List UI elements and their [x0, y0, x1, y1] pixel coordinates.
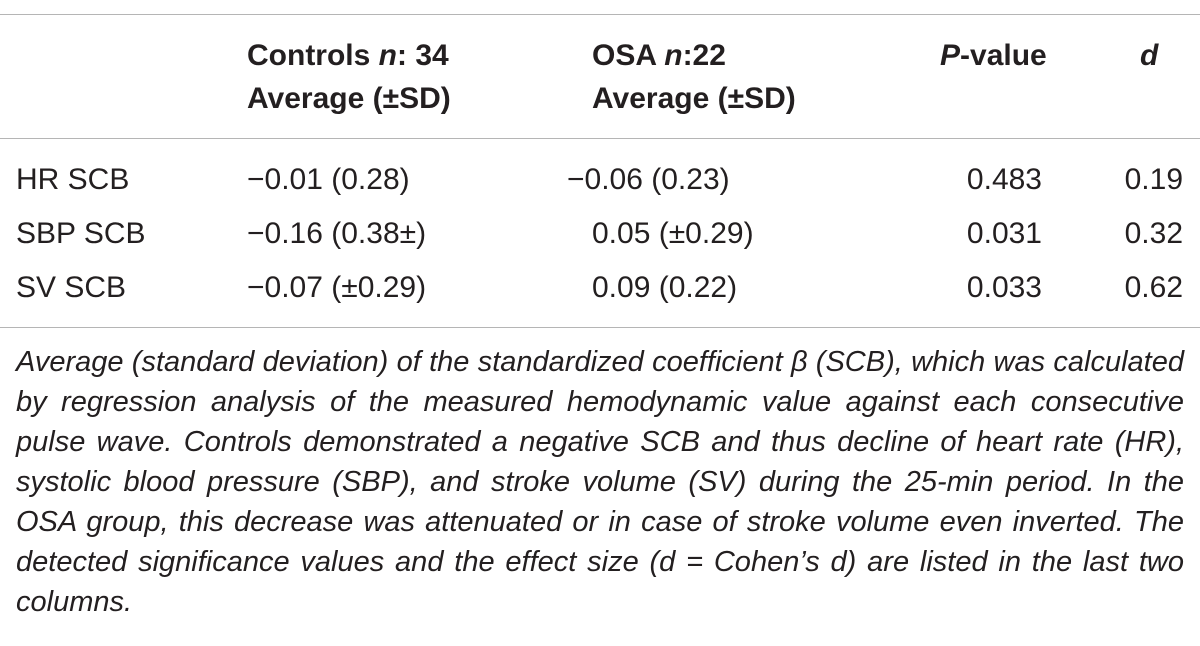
row-p-value: 0.483: [966, 163, 1042, 196]
table-bottom-rule: [0, 327, 1200, 328]
row-controls-value: −0.16 (0.38±): [247, 217, 427, 250]
header-controls-line1: Controls n: 34: [247, 39, 449, 72]
table-top-rule: [0, 14, 1200, 15]
header-osa-line2: Average (±SD): [592, 82, 796, 115]
row-label: SV SCB: [16, 271, 127, 304]
header-d: d: [1140, 39, 1159, 72]
row-p-value: 0.031: [966, 217, 1042, 250]
row-d-value: 0.19: [1124, 163, 1183, 196]
row-p-value: 0.033: [966, 271, 1042, 304]
row-osa-value: −0.06 (0.23): [567, 163, 730, 196]
row-label: HR SCB: [16, 163, 130, 196]
row-label: SBP SCB: [16, 217, 146, 250]
header-controls-line2: Average (±SD): [247, 82, 451, 115]
header-osa-line1: OSA n:22: [592, 39, 726, 72]
table-header-rule: [0, 138, 1200, 139]
table-caption: Average (standard deviation) of the stan…: [16, 346, 1184, 618]
header-p-value: P-value: [940, 39, 1047, 72]
row-osa-value: 0.05 (±0.29): [592, 217, 754, 250]
row-d-value: 0.32: [1124, 217, 1183, 250]
row-controls-value: −0.01 (0.28): [247, 163, 410, 196]
row-d-value: 0.62: [1124, 271, 1183, 304]
row-osa-value: 0.09 (0.22): [592, 271, 738, 304]
row-controls-value: −0.07 (±0.29): [247, 271, 427, 304]
